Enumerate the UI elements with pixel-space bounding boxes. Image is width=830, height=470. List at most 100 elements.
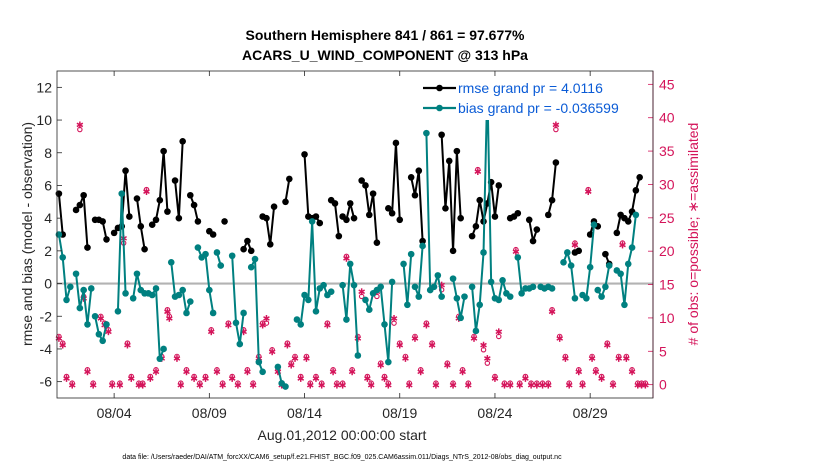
bias-series-line <box>425 133 443 297</box>
obs-assimilated-marker <box>164 308 171 316</box>
rmse-point <box>533 226 541 233</box>
bias-point <box>628 244 636 251</box>
obs-assimilated-marker <box>506 381 514 389</box>
obs-assimilated-marker <box>207 328 215 336</box>
bias-point <box>586 263 594 271</box>
legend-background <box>417 76 643 120</box>
bias-point <box>232 319 240 327</box>
obs-assimilated-marker <box>428 341 436 349</box>
bias-point <box>560 258 567 266</box>
rmse-point <box>160 147 167 155</box>
rmse-point <box>529 237 537 245</box>
obs-assimilated-marker <box>449 381 457 389</box>
obs-assimilated-marker <box>623 355 630 362</box>
obs-assimilated-marker <box>127 375 135 382</box>
rmse-point <box>190 201 198 209</box>
obs-assimilated-marker <box>642 381 649 389</box>
y-axis-left-label: rmse and bias (model - observation) <box>19 122 35 346</box>
bias-point <box>103 321 110 328</box>
rmse-point <box>240 245 247 253</box>
obs-assimilated-marker <box>343 254 350 262</box>
bias-point <box>84 321 91 328</box>
rmse-point <box>419 237 426 245</box>
x-tick-label: 08/19 <box>382 405 417 421</box>
rmse-point <box>472 223 480 230</box>
bias-point <box>583 294 590 302</box>
bias-series-line <box>75 273 93 326</box>
rmse-series-line <box>303 154 321 224</box>
y-left-tick-label: -4 <box>40 341 53 357</box>
obs-assimilated-marker <box>105 328 112 336</box>
obs-assimilated-marker <box>116 381 124 389</box>
obs-assimilated-marker <box>444 361 451 369</box>
data-file-footer: data file: /Users/raeder/DAI/ATM_forcXX/… <box>122 454 562 461</box>
rmse-point <box>80 191 87 199</box>
obs-assimilated-marker <box>552 121 560 129</box>
bias-point <box>91 312 99 320</box>
bias-point <box>617 270 624 278</box>
obs-assimilated-marker <box>377 361 385 369</box>
obs-assimilated-marker <box>417 368 425 376</box>
y-axis-right-label: # of obs: o=possible; ∗=assimilated <box>685 123 701 346</box>
rmse-point <box>388 209 396 217</box>
rmse-point <box>343 216 350 224</box>
y-left-tick-label: 4 <box>44 210 52 226</box>
bias-point <box>55 231 63 238</box>
obs-assimilated-marker <box>146 375 154 382</box>
rmse-point <box>514 209 522 217</box>
y-left-tick-label: 2 <box>44 243 52 259</box>
y-right-tick-label: 20 <box>659 243 675 259</box>
bias-point <box>167 258 175 266</box>
bias-point <box>476 301 484 309</box>
y-right-tick-label: 25 <box>659 210 675 226</box>
rmse-point <box>156 196 164 204</box>
obs-assimilated-marker <box>329 368 337 376</box>
obs-assimilated-marker <box>405 381 413 389</box>
rmse-point <box>266 241 274 248</box>
bias-series-line <box>94 316 108 342</box>
y-left-tick-label: -6 <box>40 374 53 390</box>
bias-point <box>400 260 407 268</box>
rmse-point <box>122 167 129 175</box>
obs-assimilated-marker <box>84 368 91 376</box>
obs-assimilated-marker <box>68 381 76 389</box>
obs-assimilated-marker <box>143 188 150 196</box>
obs-assimilated-marker <box>548 308 556 316</box>
chart-subtitle: ACARS_U_WIND_COMPONENT @ 313 hPa <box>242 47 528 63</box>
bias-point <box>434 272 442 279</box>
bias-point <box>621 301 628 309</box>
bias-point <box>598 293 605 300</box>
rmse-series-line <box>547 162 557 216</box>
bias-point <box>346 260 354 268</box>
obs-assimilated-marker <box>287 361 295 369</box>
rmse-point <box>99 218 106 225</box>
bias-point <box>72 270 80 278</box>
bias-point <box>274 363 282 371</box>
bias-point <box>419 242 426 250</box>
bias-point <box>624 260 632 268</box>
obs-assimilated-marker <box>108 381 116 389</box>
bias-point <box>339 281 346 289</box>
bias-point <box>152 285 160 292</box>
obs-assimilated-marker <box>571 241 579 249</box>
obs-assimilated-marker <box>603 341 611 349</box>
bias-point <box>213 249 221 256</box>
x-tick-label: 08/29 <box>573 405 608 421</box>
obs-assimilated-marker <box>522 375 529 382</box>
bias-point <box>297 321 305 328</box>
y-right-tick-label: 5 <box>659 343 667 359</box>
bias-point <box>202 250 209 258</box>
bias-point <box>514 254 522 261</box>
bias-point <box>148 291 156 299</box>
y-right-tick-label: 30 <box>659 176 675 192</box>
bias-point <box>129 294 137 302</box>
rmse-point <box>525 216 533 224</box>
obs-assimilated-marker <box>183 368 190 376</box>
bias-point <box>438 293 445 300</box>
x-tick-label: 08/04 <box>97 405 132 421</box>
bias-point <box>457 314 464 322</box>
obs-assimilated-marker <box>124 341 131 349</box>
obs-assimilated-marker <box>480 341 487 349</box>
rmse-point <box>362 182 369 189</box>
